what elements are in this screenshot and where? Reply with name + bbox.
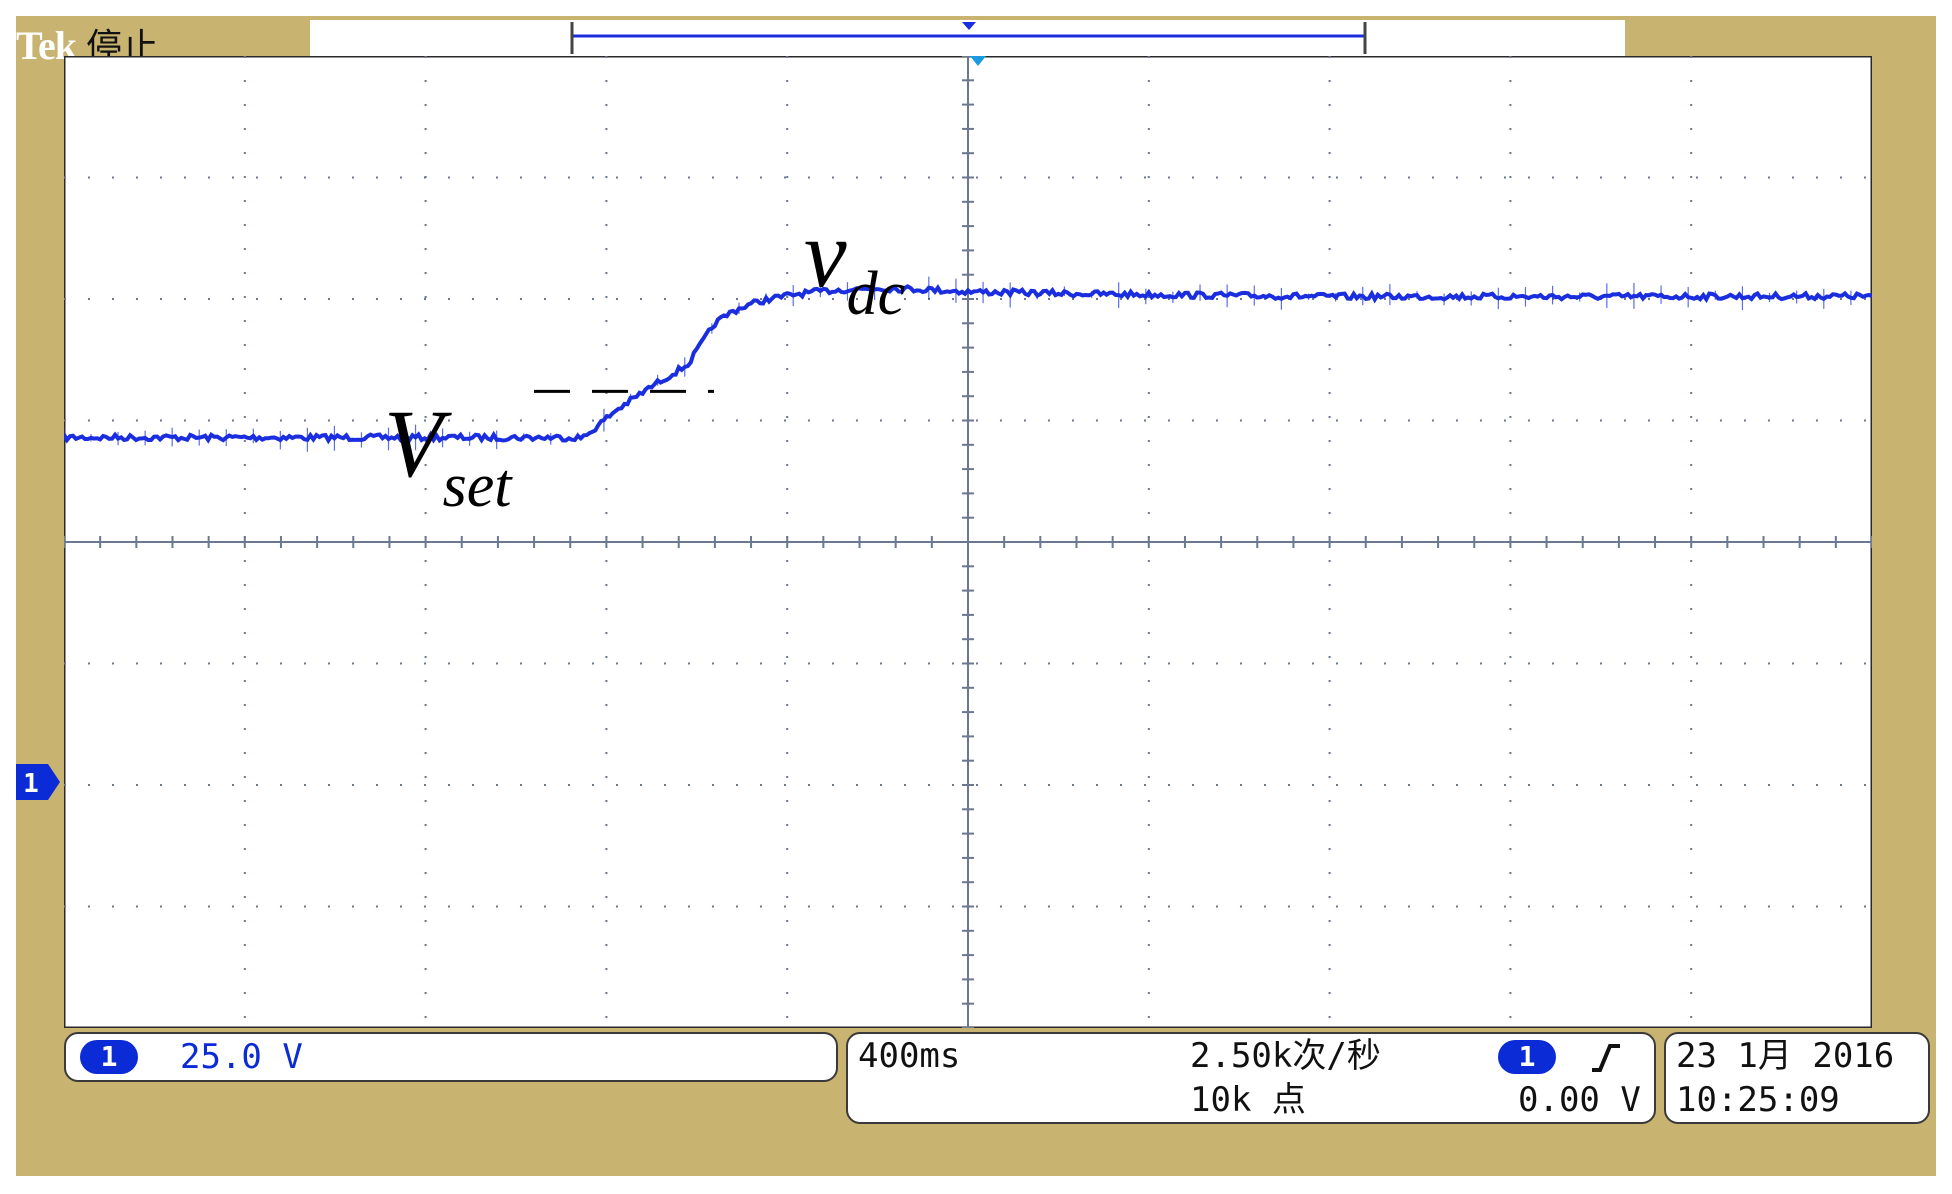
- vset-annotation: Vset: [384, 390, 513, 520]
- sample-rate: 2.50k次/秒: [1190, 1036, 1381, 1076]
- svg-text:1: 1: [23, 769, 39, 799]
- brand: Tek 停止: [16, 18, 158, 68]
- trigger-channel-badge: 1: [1498, 1040, 1556, 1074]
- trigger-time-marker-icon: [970, 56, 986, 66]
- record-window-indicator: [570, 22, 1367, 54]
- rising-edge-icon: [1592, 1044, 1620, 1072]
- date-time-readout: 23 1月 2016 10:25:09: [1664, 1032, 1930, 1124]
- graticule-grid: [64, 56, 1872, 1028]
- waveform-display[interactable]: Vset vdc: [64, 56, 1872, 1028]
- record-overview-bar: [310, 20, 1625, 56]
- date: 23 1月 2016: [1676, 1036, 1895, 1076]
- trigger-level: 0.00 V: [1518, 1080, 1641, 1120]
- trigger-position-icon: [962, 22, 976, 30]
- channel-1-badge: 1: [80, 1040, 138, 1074]
- timebase-readout[interactable]: 400ms 2.50k次/秒 10k 点 1 0.00 V: [846, 1032, 1656, 1124]
- channel-readout[interactable]: 1 25.0 V: [64, 1032, 838, 1082]
- record-length: 10k 点: [1190, 1080, 1306, 1120]
- vertical-scale: 25.0 V: [180, 1037, 303, 1077]
- trace-noise: [64, 276, 1852, 452]
- vdc-trace: [64, 284, 1872, 445]
- time: 10:25:09: [1676, 1080, 1840, 1120]
- vdc-annotation: vdc: [804, 200, 905, 328]
- horizontal-scale: 400ms: [858, 1036, 961, 1076]
- channel-1-ground-marker[interactable]: 1: [16, 764, 60, 800]
